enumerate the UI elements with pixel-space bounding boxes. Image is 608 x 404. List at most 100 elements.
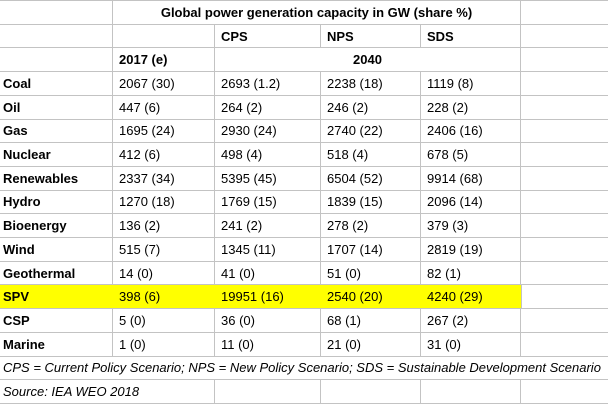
- empty-cell: [521, 143, 608, 166]
- row-label: Hydro: [0, 190, 113, 214]
- row-label: SPV: [0, 285, 113, 309]
- value-sds: 4240 (29): [421, 285, 521, 309]
- value-sds: 1119 (8): [421, 72, 521, 95]
- empty-cell: [521, 238, 608, 261]
- value-cps: 41 (0): [215, 261, 321, 285]
- empty-cell: [521, 214, 608, 237]
- scenario-header-row: CPS NPS SDS: [0, 24, 608, 49]
- value-nps: 1707 (14): [321, 238, 421, 261]
- column-header-cps: CPS: [215, 24, 321, 48]
- empty-cell: [521, 120, 608, 143]
- row-label: Coal: [0, 72, 113, 95]
- table-row-csp: CSP 5 (0) 36 (0) 68 (1) 267 (2): [0, 309, 608, 333]
- value-2017: 398 (6): [113, 285, 215, 309]
- row-label: Gas: [0, 119, 113, 143]
- table-title: Global power generation capacity in GW (…: [113, 1, 521, 24]
- value-2017: 515 (7): [113, 238, 215, 261]
- empty-cell: [0, 24, 113, 48]
- value-nps: 68 (1): [321, 309, 421, 332]
- value-cps: 1769 (15): [215, 190, 321, 214]
- table-row-bioenergy: Bioenergy 136 (2) 241 (2) 278 (2) 379 (3…: [0, 214, 608, 239]
- value-cps: 5395 (45): [215, 166, 321, 190]
- empty-cell: [521, 96, 608, 119]
- column-header-2040: 2040: [215, 48, 521, 72]
- value-sds: 267 (2): [421, 309, 521, 332]
- value-sds: 9914 (68): [421, 166, 521, 190]
- column-header-2017: 2017 (e): [113, 48, 215, 72]
- value-nps: 246 (2): [321, 95, 421, 119]
- value-2017: 14 (0): [113, 261, 215, 285]
- empty-cell: [521, 285, 608, 309]
- value-2017: 1270 (18): [113, 190, 215, 214]
- empty-cell: [0, 48, 113, 72]
- value-nps: 21 (0): [321, 332, 421, 356]
- value-sds: 2819 (19): [421, 238, 521, 261]
- table-row-geothermal: Geothermal 14 (0) 41 (0) 51 (0) 82 (1): [0, 261, 608, 286]
- row-label: CSP: [0, 309, 113, 332]
- empty-cell: [215, 380, 321, 403]
- column-header-sds: SDS: [421, 24, 521, 48]
- value-2017: 412 (6): [113, 143, 215, 166]
- table-row-coal: Coal 2067 (30) 2693 (1.2) 2238 (18) 1119…: [0, 72, 608, 96]
- value-cps: 264 (2): [215, 95, 321, 119]
- value-cps: 36 (0): [215, 309, 321, 332]
- empty-cell: [521, 333, 608, 356]
- table-row-spv-highlighted: SPV 398 (6) 19951 (16) 2540 (20) 4240 (2…: [0, 285, 608, 310]
- value-cps: 19951 (16): [215, 285, 321, 309]
- value-2017: 2337 (34): [113, 166, 215, 190]
- value-2017: 136 (2): [113, 214, 215, 238]
- value-nps: 1839 (15): [321, 190, 421, 214]
- title-row: Global power generation capacity in GW (…: [0, 1, 608, 25]
- value-cps: 2693 (1.2): [215, 72, 321, 95]
- value-sds: 2096 (14): [421, 190, 521, 214]
- empty-cell: [321, 380, 421, 403]
- value-2017: 447 (6): [113, 95, 215, 119]
- value-nps: 518 (4): [321, 143, 421, 166]
- value-sds: 82 (1): [421, 261, 521, 285]
- value-sds: 678 (5): [421, 143, 521, 166]
- table-row-wind: Wind 515 (7) 1345 (11) 1707 (14) 2819 (1…: [0, 238, 608, 262]
- row-label: Nuclear: [0, 143, 113, 166]
- table-row-gas: Gas 1695 (24) 2930 (24) 2740 (22) 2406 (…: [0, 119, 608, 144]
- value-2017: 5 (0): [113, 309, 215, 332]
- empty-cell: [521, 191, 608, 214]
- value-sds: 228 (2): [421, 95, 521, 119]
- scenario-legend: CPS = Current Policy Scenario; NPS = New…: [3, 360, 601, 376]
- year-header-row: 2017 (e) 2040: [0, 48, 608, 73]
- empty-cell: [521, 309, 608, 332]
- value-2017: 1695 (24): [113, 119, 215, 143]
- row-label: Marine: [0, 332, 113, 356]
- source-note: Source: IEA WEO 2018: [0, 380, 215, 403]
- footnote-row: CPS = Current Policy Scenario; NPS = New…: [0, 357, 608, 381]
- table-row-renewables: Renewables 2337 (34) 5395 (45) 6504 (52)…: [0, 166, 608, 191]
- empty-cell: [521, 48, 608, 71]
- empty-cell: [0, 1, 113, 24]
- table-row-oil: Oil 447 (6) 264 (2) 246 (2) 228 (2): [0, 95, 608, 120]
- source-row: Source: IEA WEO 2018: [0, 380, 608, 404]
- value-nps: 2540 (20): [321, 285, 421, 309]
- value-2017: 1 (0): [113, 332, 215, 356]
- value-2017: 2067 (30): [113, 72, 215, 95]
- value-sds: 379 (3): [421, 214, 521, 238]
- empty-cell: [521, 25, 608, 48]
- empty-cell: [113, 24, 215, 48]
- row-label: Oil: [0, 95, 113, 119]
- value-cps: 11 (0): [215, 332, 321, 356]
- empty-cell: [521, 380, 608, 403]
- table-row-marine: Marine 1 (0) 11 (0) 21 (0) 31 (0): [0, 332, 608, 357]
- value-nps: 2740 (22): [321, 119, 421, 143]
- value-sds: 31 (0): [421, 332, 521, 356]
- row-label: Renewables: [0, 166, 113, 190]
- value-cps: 241 (2): [215, 214, 321, 238]
- value-nps: 278 (2): [321, 214, 421, 238]
- value-cps: 1345 (11): [215, 238, 321, 261]
- table-row-hydro: Hydro 1270 (18) 1769 (15) 1839 (15) 2096…: [0, 190, 608, 215]
- value-nps: 51 (0): [321, 261, 421, 285]
- row-label: Geothermal: [0, 261, 113, 285]
- empty-cell: [521, 1, 608, 24]
- row-label: Bioenergy: [0, 214, 113, 238]
- value-cps: 2930 (24): [215, 119, 321, 143]
- empty-cell: [521, 167, 608, 190]
- empty-cell: [521, 262, 608, 285]
